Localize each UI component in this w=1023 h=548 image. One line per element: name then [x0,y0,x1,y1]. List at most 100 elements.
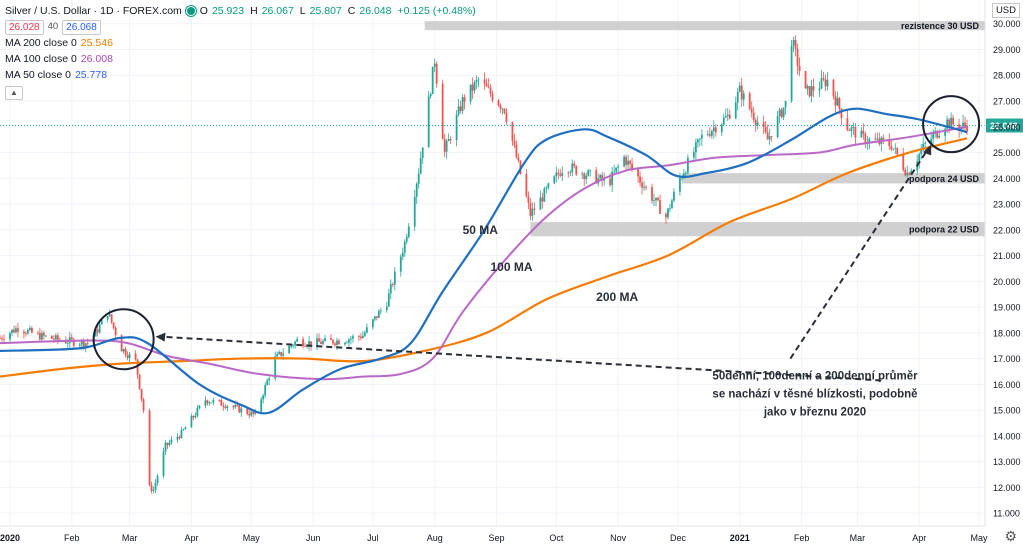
time-tick-label: Oct [549,533,564,543]
candle-body [692,152,695,158]
ma100-legend[interactable]: MA 100 close 0 26.008 [5,51,478,67]
candle-body [734,102,737,119]
price-axis[interactable]: 30.000 29.000 28.000 27.000 26.000 25.000 24.0… [984,0,1021,526]
candle-body [840,108,843,119]
candle-body [669,208,671,210]
candle-body [361,335,364,339]
bid-ask-row: 26.028 40 26.068 [5,19,478,35]
low-value: 25.807 [309,5,342,17]
ma200-legend[interactable]: MA 200 close 0 25.546 [5,35,478,51]
candle-body [645,186,647,188]
grid-lines [0,0,985,526]
candle-body [278,352,281,354]
candle-body [601,175,604,181]
candle-body [768,136,771,140]
candle-body [350,338,352,340]
candle-body [441,83,444,140]
candle-body [100,319,103,325]
candle-body [573,163,576,167]
time-tick-label: Sep [489,533,505,543]
time-tick-label: 2021 [730,533,750,543]
candle-body [443,139,446,152]
candle-body [615,167,618,172]
candle-body [461,97,464,112]
arrowhead-up [923,144,932,156]
price-tick-label: 30.000 [993,19,1021,29]
candle-body [204,400,207,406]
candle-body [224,406,227,409]
candle-body [3,339,5,340]
candle-body [240,408,243,413]
candle-body [196,407,199,416]
candle-body [358,336,360,338]
candle-body [920,149,923,155]
candle-body [826,79,829,87]
candle-body [892,148,895,150]
ma200-label: MA 200 close 0 [5,37,77,49]
ma50-legend[interactable]: MA 50 close 0 25.778 [5,67,478,83]
candle-body [651,187,653,201]
candle-body [344,342,346,345]
candle-body [888,139,891,147]
candle-body [435,63,438,84]
candle-body [629,160,631,164]
candle-body [681,177,683,179]
candle-body [316,338,318,347]
candle-body [553,176,556,184]
candle-body [421,147,424,158]
note-line-1: 50denní, 100denní a 200denní průměr [712,370,918,382]
candle-body [583,173,586,180]
candle-body [98,324,101,333]
candle-body [724,116,727,118]
candle-body [659,200,661,214]
candle-body [86,343,89,345]
candle-body [178,436,181,438]
candle-body [52,338,55,340]
candle-body [126,355,129,358]
candle-body [447,138,450,142]
candle-body [352,336,354,339]
gear-icon[interactable]: ⚙ [1004,528,1017,544]
candle-body [280,352,283,356]
symbol-title[interactable]: Silver / U.S. Dollar · 1D · FOREX.com [5,5,182,17]
candle-body [322,340,324,344]
open-label: O [199,5,208,17]
candle-body [27,329,29,334]
candle-body [276,353,279,357]
ask-button[interactable]: 26.068 [62,19,101,35]
candle-body [860,130,863,138]
time-tick-label: May [243,533,261,543]
candle-body [473,81,476,91]
candle-body [742,93,745,100]
candle-body [539,197,542,210]
price-tick-label: 15.000 [993,406,1021,416]
time-axis[interactable]: 2020 Feb Mar Apr May Jun Jul Aug Sep Oct Nov Dec 202… [0,525,988,543]
candle-body [206,400,209,404]
candle-body [561,172,564,176]
candle-body [294,341,297,346]
time-tick-label: Nov [610,533,627,543]
dashed-arrow-left [161,335,882,382]
candle-body [134,353,137,360]
candle-body [569,172,572,174]
chevron-up-icon[interactable]: ▲ [5,86,23,100]
candle-body [166,442,169,445]
candle-body [365,327,368,333]
candle-body [9,333,11,340]
candle-body [184,427,187,430]
candle-body [529,202,532,216]
candle-body [262,395,265,400]
candle-body [752,112,755,120]
close-value: 26.048 [359,5,392,17]
time-tick-label: Mar [122,533,138,543]
candle-body [469,84,472,102]
candle-body [433,63,436,67]
candle-body [832,79,835,97]
candle-body [639,176,641,183]
candle-body [38,332,41,340]
currency-button[interactable]: USD [991,3,1020,18]
bid-button[interactable]: 26.028 [5,19,44,35]
candle-body [700,134,703,139]
candle-body [150,484,153,491]
